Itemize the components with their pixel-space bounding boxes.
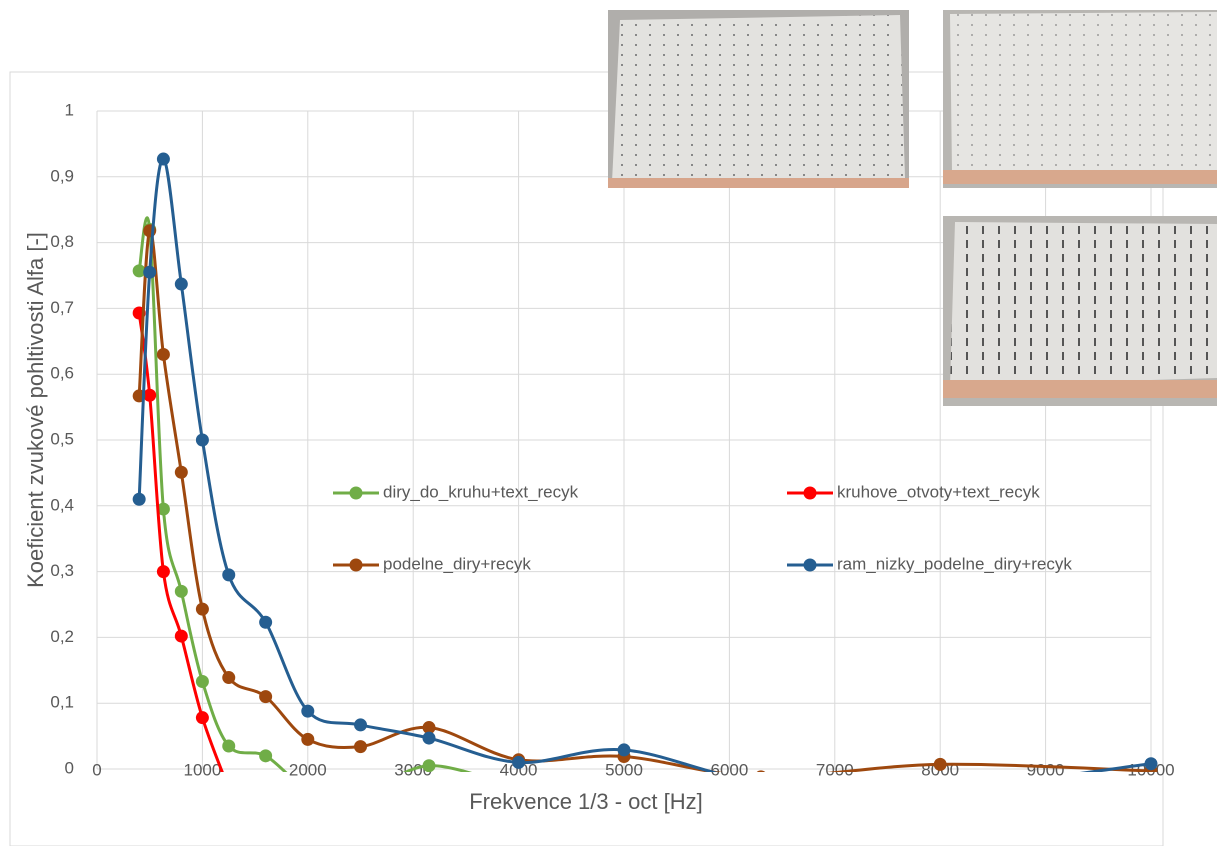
y-tick-label: 0,8 [50,232,74,251]
x-tick-label: 6000 [710,760,748,779]
grid: 00,10,20,30,40,50,60,70,80,910 1000 2000 30… [50,100,1174,779]
data-point [174,584,188,598]
data-point [222,568,236,582]
x-tick-label: 1000 [183,760,221,779]
data-point [143,265,157,279]
data-point [259,615,273,629]
data-point [195,674,209,688]
photo [943,216,1217,406]
y-tick-label: 0 [65,758,74,777]
data-point [512,755,526,769]
legend-marker [349,558,363,572]
data-point [174,277,188,291]
data-point [143,388,157,402]
y-tick-label: 0,1 [50,693,74,712]
x-tick-label: 9000 [1027,760,1065,779]
data-point [259,690,273,704]
legend: diry_do_kruhu+text_recyk kruhove_otvoty+t… [333,482,1072,573]
y-tick-label: 0,6 [50,364,74,383]
data-point [132,492,146,506]
x-axis-title: Frekvence 1/3 - oct [Hz] [469,789,703,814]
y-tick-label: 0,5 [50,429,74,448]
legend-marker [349,486,363,500]
x-tick-label: 2000 [289,760,327,779]
data-point [301,704,315,718]
legend-label: diry_do_kruhu+text_recyk [383,482,579,501]
data-point [354,789,367,802]
data-point [174,629,188,643]
data-point [156,502,170,516]
data-point [222,739,236,753]
x-tick-label: 0 [92,760,101,779]
data-point [422,731,436,745]
photo [608,10,909,188]
data-point [132,264,146,278]
series-line [137,216,473,772]
photo [943,10,1217,188]
data-point [222,671,236,685]
data-point [934,782,947,795]
data-point [354,718,367,732]
x-tick-label: 5000 [605,760,643,779]
data-point [354,740,367,754]
data-point [156,347,170,361]
data-point [301,782,314,795]
data-point [222,782,235,795]
y-tick-label: 1 [65,100,74,119]
legend-label: ram_nizky_podelne_diry+recyk [837,554,1072,573]
data-point [156,565,170,579]
data-point [174,465,188,479]
legend-marker [803,558,817,572]
plot [132,152,1158,802]
legend-label: kruhove_otvoty+text_recyk [837,482,1040,501]
legend-marker [803,486,817,500]
data-point [259,749,273,763]
y-tick-label: 0,4 [50,495,74,514]
data-point [756,770,766,772]
data-point [755,776,768,789]
data-point [195,602,209,616]
x-tick-label: 7000 [816,760,854,779]
legend-label: podelne_diry+recyk [383,554,531,573]
y-tick-label: 0,3 [50,561,74,580]
data-point [1144,757,1158,771]
data-point [617,743,631,757]
data-point [301,732,315,746]
data-point [422,759,436,772]
data-point [422,721,436,735]
y-tick-label: 0,9 [50,166,74,185]
data-point [156,152,170,166]
data-point [195,433,209,447]
x-tick-label: 4000 [500,760,538,779]
y-tick-label: 0,7 [50,298,74,317]
y-axis-title: Koeficient zvukové pohltivosti Alfa [-] [23,232,48,588]
data-point [933,757,947,771]
y-tick-label: 0,2 [50,627,74,646]
data-point [195,711,209,725]
chart-frame [9,71,1164,846]
